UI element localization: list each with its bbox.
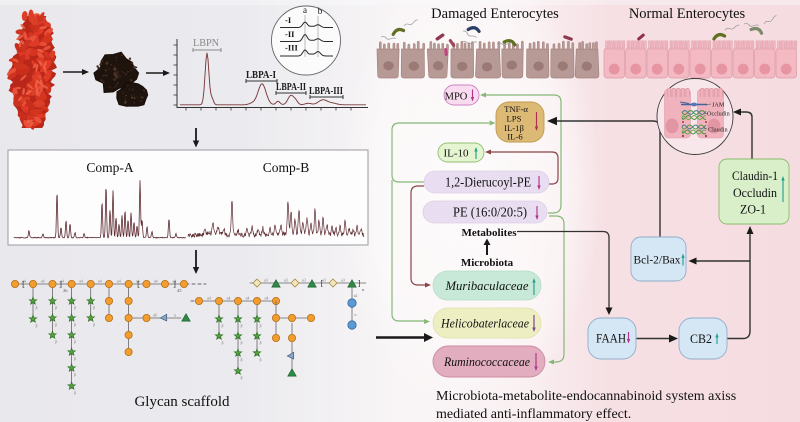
svg-text:α6: α6 — [153, 314, 157, 318]
svg-text:PE (16:0/20:5): PE (16:0/20:5) — [453, 206, 527, 221]
svg-text:Glycan scaffold: Glycan scaffold — [134, 394, 230, 410]
svg-text:β: β — [241, 324, 243, 328]
svg-text:α4: α4 — [117, 280, 121, 284]
svg-text:LPS: LPS — [507, 114, 522, 124]
svg-text:β: β — [74, 340, 76, 344]
svg-text:α4: α4 — [41, 280, 45, 284]
svg-text:Bcl-2/Bax: Bcl-2/Bax — [634, 255, 681, 267]
svg-text:α4: α4 — [154, 280, 158, 284]
svg-text:α4: α4 — [173, 280, 177, 284]
svg-text:]: ] — [59, 279, 62, 289]
svg-text:-I: -I — [285, 15, 292, 25]
svg-text:Microbiota-metabolite-endocann: Microbiota-metabolite-endocannabinoid sy… — [436, 389, 736, 404]
svg-text:Metabolites: Metabolites — [462, 227, 518, 239]
svg-text:-III: -III — [285, 43, 298, 53]
svg-text:JAM: JAM — [712, 102, 725, 109]
svg-text:β: β — [93, 306, 95, 310]
svg-text:β: β — [74, 323, 76, 327]
svg-text:α4: α4 — [60, 280, 64, 284]
svg-text:MPO: MPO — [445, 92, 468, 103]
svg-text:Microbiota: Microbiota — [461, 257, 514, 269]
svg-text:Damaged Enterocytes: Damaged Enterocytes — [431, 6, 559, 22]
svg-text:β: β — [74, 391, 76, 395]
svg-text:FAAH: FAAH — [596, 332, 626, 346]
svg-text:-II: -II — [285, 29, 295, 39]
svg-text:b: b — [318, 6, 323, 16]
svg-text:β: β — [241, 376, 243, 380]
svg-text:α4: α4 — [265, 297, 269, 301]
svg-text:β: β — [55, 306, 57, 310]
svg-text:Comp-B: Comp-B — [263, 160, 310, 175]
svg-text:45: 45 — [177, 288, 182, 293]
svg-text:α4: α4 — [227, 297, 231, 301]
svg-text:α: α — [174, 314, 176, 318]
svg-text:α4: α4 — [79, 280, 83, 284]
svg-text:β: β — [36, 324, 38, 328]
svg-text:β: β — [74, 306, 76, 310]
svg-text:β: β — [241, 341, 243, 345]
svg-text:Occludin: Occludin — [733, 186, 778, 200]
svg-text:LBPA-II: LBPA-II — [276, 82, 306, 93]
svg-text:α3: α3 — [322, 279, 326, 283]
svg-text:β: β — [260, 341, 262, 345]
svg-text:LBPN: LBPN — [193, 38, 219, 49]
svg-text:β: β — [74, 357, 76, 361]
svg-text:1,2-Dierucoyl-PE: 1,2-Dierucoyl-PE — [445, 176, 531, 191]
svg-text:α4: α4 — [207, 297, 211, 301]
svg-text:IL-1β: IL-1β — [504, 123, 524, 133]
svg-text:Claudin: Claudin — [708, 127, 728, 134]
svg-text:β: β — [55, 340, 57, 344]
svg-text:]: ] — [358, 278, 361, 288]
svg-text:α3: α3 — [341, 279, 345, 283]
svg-text:LBPA-I: LBPA-I — [246, 70, 276, 81]
svg-text:β: β — [36, 306, 38, 310]
svg-text:TNF-α: TNF-α — [504, 104, 528, 114]
svg-text:Normal Enterocytes: Normal Enterocytes — [629, 6, 746, 22]
svg-text:α4: α4 — [98, 280, 102, 284]
svg-text:α3: α3 — [264, 279, 268, 283]
svg-text:β: β — [74, 373, 76, 377]
svg-text:β: β — [93, 323, 95, 327]
svg-text:Occludin: Occludin — [707, 111, 730, 118]
svg-text:IL-6: IL-6 — [507, 132, 523, 142]
svg-text:β: β — [55, 323, 57, 327]
svg-text:n: n — [362, 287, 365, 292]
svg-text:2b: 2b — [63, 288, 68, 293]
svg-text:β: β — [222, 324, 224, 328]
svg-text:Helicobaterlaceae: Helicobaterlaceae — [440, 317, 529, 331]
svg-text:β: β — [260, 358, 262, 362]
svg-text:mediated anti-inflammatory eff: mediated anti-inflammatory effect. — [436, 407, 631, 422]
svg-text:[: [ — [137, 279, 140, 289]
svg-text:α4: α4 — [246, 297, 250, 301]
svg-text:a: a — [303, 5, 307, 15]
svg-text:Ruminococcaceae: Ruminococcaceae — [443, 355, 530, 369]
svg-text:[: [ — [22, 279, 25, 289]
svg-text:CB2: CB2 — [690, 332, 712, 346]
svg-text:LBPA-III: LBPA-III — [309, 86, 343, 97]
svg-text:Muribaculaceae: Muribaculaceae — [444, 279, 528, 293]
svg-text:α3: α3 — [284, 279, 288, 283]
svg-text:[: [ — [321, 278, 324, 288]
svg-text:β: β — [260, 324, 262, 328]
svg-text:α2: α2 — [354, 294, 358, 298]
svg-text:β: β — [222, 341, 224, 345]
svg-text:β: β — [241, 358, 243, 362]
svg-text:ZO-1: ZO-1 — [740, 203, 766, 217]
svg-text:α: α — [355, 313, 357, 317]
svg-text:α3: α3 — [302, 279, 306, 283]
svg-text:α4: α4 — [22, 280, 26, 284]
svg-text:Claudin-1: Claudin-1 — [732, 169, 778, 183]
svg-text:]: ] — [173, 279, 176, 289]
svg-text:α4: α4 — [136, 280, 140, 284]
svg-text:IL-10: IL-10 — [443, 148, 469, 160]
svg-text:Comp-A: Comp-A — [86, 160, 134, 175]
